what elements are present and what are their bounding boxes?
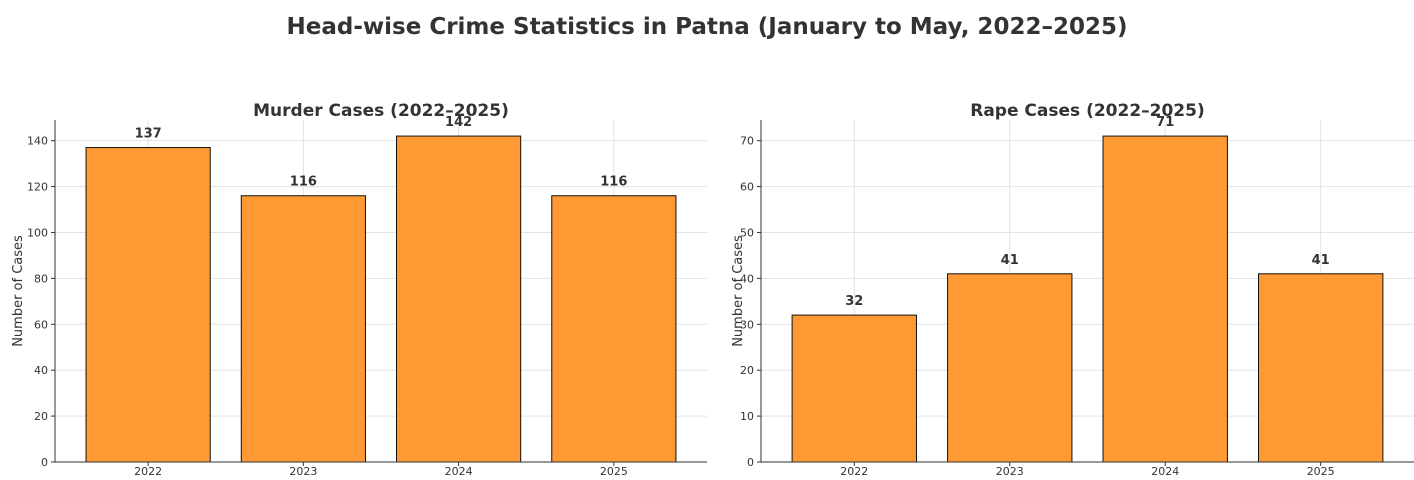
data-label: 116	[600, 175, 627, 190]
x-tick-label: 2023	[289, 465, 317, 478]
y-tick-label: 0	[747, 456, 754, 469]
x-tick-label: 2024	[445, 465, 473, 478]
bar-2022	[85, 147, 211, 463]
data-label: 41	[1001, 253, 1019, 268]
x-tick-label: 2022	[840, 465, 868, 478]
x-tick-label: 2025	[600, 465, 628, 478]
y-axis-label: Number of Cases	[11, 235, 26, 347]
x-tick-label: 2024	[1151, 465, 1179, 478]
y-tick-label: 20	[34, 410, 48, 423]
y-tick-label: 10	[740, 410, 754, 423]
y-tick-label: 70	[740, 135, 754, 148]
data-label: 137	[135, 127, 162, 142]
y-tick-label: 60	[740, 181, 754, 194]
y-tick-label: 30	[740, 318, 754, 331]
bar-2025	[1258, 273, 1384, 463]
data-label: 41	[1312, 253, 1330, 268]
y-axis-label: Number of Cases	[731, 235, 746, 347]
y-tick-label: 60	[34, 318, 48, 331]
bar-2024	[1102, 135, 1228, 463]
rape-cases-chart: 32 41 71 41 0 10 20 30 40 50 60 70 2022 2023 2024 2025 R…	[731, 101, 1414, 478]
chart-title: Rape Cases (2022–2025)	[970, 101, 1204, 121]
bar-2025	[551, 195, 677, 463]
data-label: 142	[445, 115, 472, 130]
data-label: 116	[290, 175, 317, 190]
x-tick-label: 2022	[134, 465, 162, 478]
y-tick-label: 120	[27, 181, 48, 194]
bar-2024	[396, 135, 522, 463]
y-tick-label: 100	[27, 226, 48, 239]
y-tick-label: 40	[34, 364, 48, 377]
bar-2023	[947, 273, 1073, 463]
bar-2023	[240, 195, 366, 463]
y-tick-label: 0	[41, 456, 48, 469]
x-tick-label: 2025	[1307, 465, 1335, 478]
data-label: 71	[1156, 115, 1174, 130]
y-tick-label: 20	[740, 364, 754, 377]
y-tick-label: 140	[27, 135, 48, 148]
x-tick-label: 2023	[996, 465, 1024, 478]
y-tick-label: 40	[740, 272, 754, 285]
murder-cases-chart: 137 116 142 116 0 20 40 60 80 100 120 140 2022 2023 20…	[11, 101, 707, 478]
chart-title: Murder Cases (2022–2025)	[253, 101, 509, 121]
y-tick-label: 50	[740, 226, 754, 239]
bar-2022	[791, 314, 917, 463]
y-tick-label: 80	[34, 272, 48, 285]
data-label: 32	[845, 294, 863, 309]
page-title: Head-wise Crime Statistics in Patna (Jan…	[286, 14, 1128, 40]
